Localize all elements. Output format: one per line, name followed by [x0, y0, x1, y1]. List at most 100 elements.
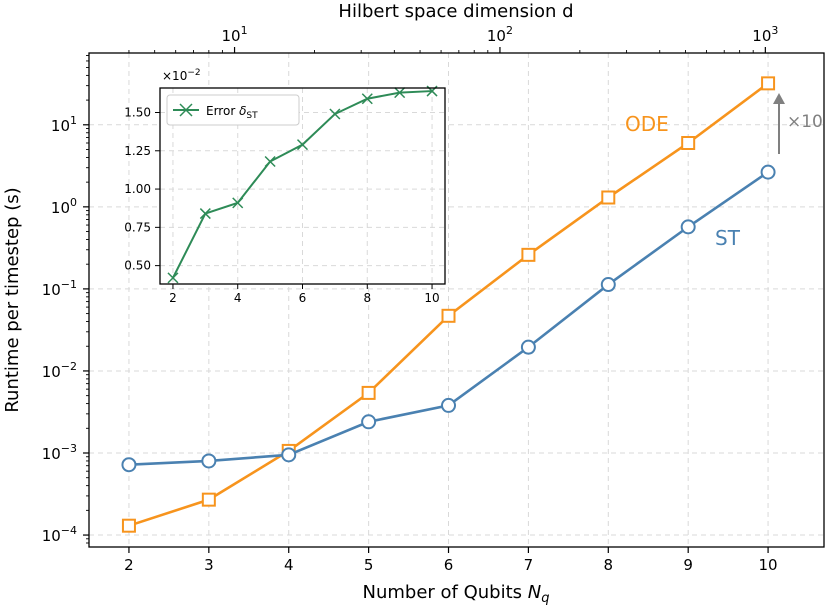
y-tick-base: 10: [51, 199, 70, 217]
error-data-point: [361, 93, 373, 105]
inset-y-tick-label: 1.25: [124, 144, 151, 158]
y-tick-base: 10: [42, 363, 61, 381]
main-series: [121, 76, 776, 533]
x-axis-title-var: N: [528, 582, 541, 603]
inset-x-tick-label: 6: [299, 291, 307, 305]
y-tick-base: 10: [51, 117, 70, 135]
st-series-label: ST: [715, 226, 741, 250]
y-tick-exp: 1: [70, 114, 77, 127]
inset-multiplier: ×10−2: [162, 68, 201, 83]
y-tick-base: 10: [42, 527, 61, 545]
y-tick-exp: 0: [70, 196, 77, 209]
x-tick-label: 10: [759, 556, 778, 574]
error-data-point: [199, 208, 211, 220]
inset-legend-x-marker: [179, 103, 193, 117]
inset-chart: 2 4 6 8 10 0.50 0.75 1.00 1.25 1.50 ×10−2 Error δ…: [124, 68, 446, 306]
st-data-point: [520, 339, 536, 355]
top-tick-label: 102: [487, 24, 513, 45]
inset-x-tick-label: 10: [424, 291, 439, 305]
st-data-point: [201, 453, 217, 469]
ode-data-point: [521, 247, 536, 262]
top-tick-base: 10: [487, 27, 506, 45]
speedup-arrow: [773, 93, 785, 154]
inset-ticks: 2 4 6 8 10 0.50 0.75 1.00 1.25 1.50: [124, 106, 439, 306]
y-tick-base: 10: [42, 281, 61, 299]
y-tick-exp: −1: [61, 278, 77, 291]
ode-data-point: [121, 518, 136, 533]
y-tick-base: 10: [42, 445, 61, 463]
ode-data-point: [201, 492, 216, 507]
inset-legend-symbol: δ: [239, 104, 246, 118]
ode-data-point: [681, 136, 696, 151]
error-data-point: [296, 139, 309, 151]
y-tick-label: 10−1: [42, 278, 77, 299]
ode-data-point: [761, 76, 776, 91]
inset-legend-sub: ST: [246, 111, 258, 121]
speedup-label: ×10: [787, 112, 823, 132]
ode-series-label: ODE: [625, 112, 669, 136]
top-tick-base: 10: [752, 27, 771, 45]
top-axis-title: Hilbert space dimension d: [338, 1, 573, 22]
inset-multiplier-exp: −2: [187, 68, 200, 78]
y-tick-exp: −3: [61, 442, 77, 455]
x-tick-label: 7: [524, 556, 534, 574]
st-data-point: [680, 219, 696, 235]
y-tick-label: 10−3: [42, 442, 77, 463]
top-tick-exp: 3: [771, 24, 778, 37]
error-data-point: [232, 197, 244, 209]
error-data-point: [394, 87, 406, 99]
top-tick-label: 101: [222, 24, 248, 45]
inset-y-tick-label: 0.75: [124, 220, 151, 234]
inset-legend-box: [166, 94, 300, 126]
st-data-point: [600, 277, 616, 293]
y-tick-label: 100: [51, 196, 77, 217]
inset-legend-label: Error δST: [206, 104, 258, 121]
y-tick-label: 101: [51, 114, 77, 135]
inset-series: [167, 85, 438, 284]
inset-multiplier-base: ×10: [162, 69, 187, 83]
top-tick-label: 103: [752, 24, 778, 45]
inset-x-tick-label: 4: [234, 291, 242, 305]
st-data-point: [441, 397, 457, 413]
inset-y-tick-label: 1.50: [124, 106, 151, 120]
error-data-point: [167, 272, 179, 284]
x-tick-label: 2: [124, 556, 134, 574]
inset-y-tick-label: 1.00: [124, 182, 151, 196]
st-data-point: [281, 447, 297, 463]
x-tick-label: 5: [364, 556, 374, 574]
speedup-arrow-head: [773, 93, 785, 104]
x-tick-label: 6: [444, 556, 454, 574]
inset-legend-text: Error: [206, 104, 235, 118]
top-tick-base: 10: [222, 27, 241, 45]
x-axis-title: Number of Qubits Nq: [362, 582, 549, 606]
ode-data-point: [601, 190, 616, 205]
x-axis-title-sub: q: [541, 591, 549, 606]
inset-x-tick-label: 2: [169, 291, 177, 305]
inset-x-tick-label: 8: [363, 291, 371, 305]
plot-frame: [88, 52, 825, 548]
x-tick-label: 8: [604, 556, 614, 574]
x-tick-label: 4: [284, 556, 294, 574]
inset-gridlines: [160, 88, 445, 284]
x-tick-label: 3: [204, 556, 214, 574]
y-tick-exp: −4: [61, 524, 77, 537]
y-tick-exp: −2: [61, 360, 77, 373]
st-data-point: [121, 457, 137, 473]
inset-y-tick-label: 0.50: [124, 259, 151, 273]
top-tick-exp: 2: [506, 24, 513, 37]
top-tick-exp: 1: [241, 24, 248, 37]
y-tick-label: 10−4: [42, 524, 77, 545]
y-axis-title: Runtime per timestep (s): [2, 187, 23, 412]
st-data-point: [361, 414, 377, 430]
inset-legend: Error δST: [166, 94, 300, 126]
ode-data-point: [361, 385, 376, 400]
y-tick-label: 10−2: [42, 360, 77, 381]
x-tick-label: 9: [683, 556, 693, 574]
error-data-point: [264, 155, 276, 168]
ode-data-point: [441, 308, 456, 323]
x-axis-title-text: Number of Qubits: [362, 582, 522, 603]
error-data-point: [329, 108, 341, 120]
st-data-point: [760, 164, 776, 180]
